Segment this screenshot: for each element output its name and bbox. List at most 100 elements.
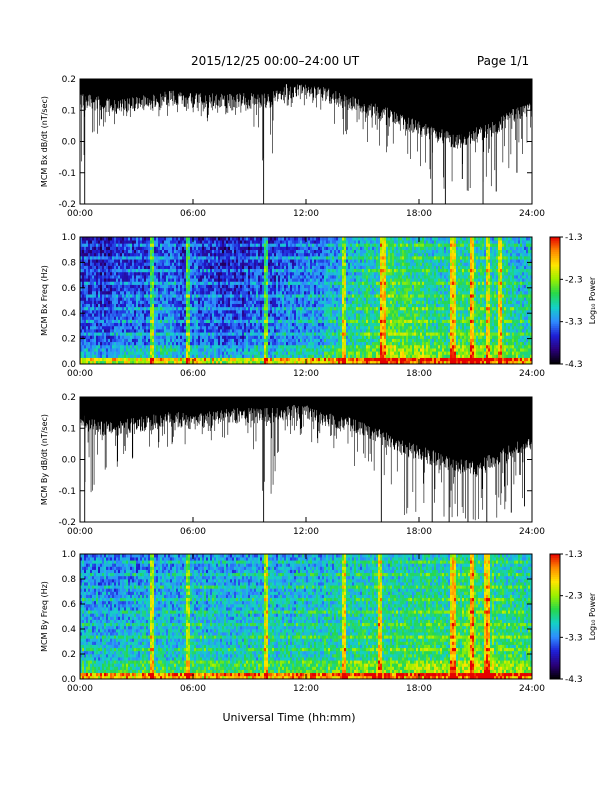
spectrogram-cell — [118, 284, 121, 289]
spectrogram-cell — [262, 322, 265, 327]
spectrogram-cell — [118, 275, 121, 279]
spectrogram-cell — [198, 281, 201, 285]
spectrogram-cell — [118, 249, 121, 254]
spectrogram-cell — [108, 271, 111, 276]
spectrogram-cell — [218, 240, 221, 244]
spectrogram-cell — [310, 275, 313, 279]
spectrogram-cell — [114, 354, 117, 358]
spectrogram-cell — [192, 354, 195, 358]
spectrogram-cell — [220, 240, 223, 244]
spectrogram-cell — [216, 271, 219, 276]
spectrogram-cell — [236, 338, 239, 343]
spectrogram-cell — [190, 252, 193, 257]
spectrogram-cell — [150, 306, 153, 311]
spectrogram-cell — [222, 256, 225, 260]
spectrogram-cell — [82, 329, 85, 333]
spectrogram-cell — [164, 262, 167, 266]
spectrogram-cell — [248, 268, 251, 273]
spectrogram-cell — [160, 271, 163, 276]
spectrogram-cell — [188, 287, 191, 292]
spectrogram-cell — [220, 300, 223, 304]
spectrogram-cell — [242, 290, 245, 295]
spectrogram-cell — [296, 252, 299, 257]
spectrogram-cell — [114, 329, 117, 333]
spectrogram-cell — [134, 278, 137, 282]
spectrogram-cell — [198, 329, 201, 333]
spectrogram-cell — [170, 290, 173, 295]
spectrogram-cell — [216, 287, 219, 292]
spectrogram-cell — [210, 281, 213, 285]
spectrogram-cell — [100, 354, 103, 358]
spectrogram-cell — [252, 256, 255, 260]
spectrogram-cell — [96, 357, 99, 362]
spectrogram-cell — [120, 256, 123, 260]
spectrogram-cell — [324, 284, 327, 289]
spectrogram-cell — [150, 319, 153, 324]
spectrogram-cell — [238, 284, 241, 289]
spectrogram-cell — [96, 268, 99, 273]
spectrogram-cell — [300, 344, 303, 349]
spectrogram-cell — [324, 354, 327, 358]
spectrogram-cell — [124, 278, 127, 282]
spectrogram-cell — [304, 303, 307, 308]
spectrogram-cell — [82, 262, 85, 266]
spectrogram-cell — [168, 275, 171, 279]
spectrogram-cell — [256, 341, 259, 346]
spectrogram-cell — [300, 284, 303, 289]
spectrogram-cell — [138, 284, 141, 289]
spectrogram-cell — [240, 259, 243, 263]
spectrogram-cell — [314, 348, 317, 352]
spectrogram-cell — [84, 316, 87, 320]
spectrogram-cell — [262, 332, 265, 336]
spectrogram-cell — [300, 348, 303, 352]
spectrogram-cell — [252, 275, 255, 279]
spectrogram-cell — [294, 271, 297, 276]
spectrogram-cell — [266, 344, 269, 349]
spectrogram-cell — [268, 278, 271, 282]
spectrogram-cell — [322, 243, 325, 247]
spectrogram-cell — [146, 271, 149, 276]
spectrogram-cell — [248, 246, 251, 250]
spectrogram-cell — [208, 360, 211, 365]
spectrogram-cell — [94, 360, 97, 365]
spectrogram-cell — [258, 351, 261, 355]
spectrogram-cell — [88, 360, 91, 365]
spectrogram-cell — [146, 341, 149, 346]
spectrogram-cell — [148, 310, 151, 314]
spectrogram-cell — [82, 344, 85, 349]
x-tick-label: 12:00 — [293, 209, 319, 219]
spectrogram-cell — [226, 290, 229, 295]
spectrogram-cell — [282, 284, 285, 289]
spectrogram-cell — [280, 332, 283, 336]
spectrogram-cell — [104, 319, 107, 324]
spectrogram-cell — [164, 287, 167, 292]
spectrogram-cell — [218, 322, 221, 327]
spectrogram-cell — [274, 284, 277, 289]
spectrogram-cell — [250, 262, 253, 266]
spectrogram-cell — [218, 278, 221, 282]
spectrogram-cell — [208, 335, 211, 339]
spectrogram-cell — [122, 284, 125, 289]
spectrogram-cell — [122, 338, 125, 343]
spectrogram-cell — [106, 360, 109, 365]
spectrogram-cell — [214, 335, 217, 339]
spectrogram-cell — [214, 246, 217, 250]
spectrogram-cell — [324, 360, 327, 365]
spectrogram-cell — [318, 357, 321, 362]
spectrogram-cell — [294, 332, 297, 336]
spectrogram-cell — [222, 348, 225, 352]
spectrogram-cell — [220, 252, 223, 257]
spectrogram-cell — [90, 306, 93, 311]
spectrogram-cell — [216, 348, 219, 352]
spectrogram-cell — [238, 335, 241, 339]
spectrogram-cell — [112, 360, 115, 365]
spectrogram-cell — [268, 332, 271, 336]
spectrogram-cell — [208, 256, 211, 260]
spectrogram-cell — [180, 259, 183, 263]
spectrogram-cell — [130, 325, 133, 330]
spectrogram-cell — [242, 297, 245, 301]
spectrogram-cell — [274, 341, 277, 346]
spectrogram-cell — [232, 303, 235, 308]
spectrogram-cell — [138, 249, 141, 254]
spectrogram-cell — [86, 252, 89, 257]
